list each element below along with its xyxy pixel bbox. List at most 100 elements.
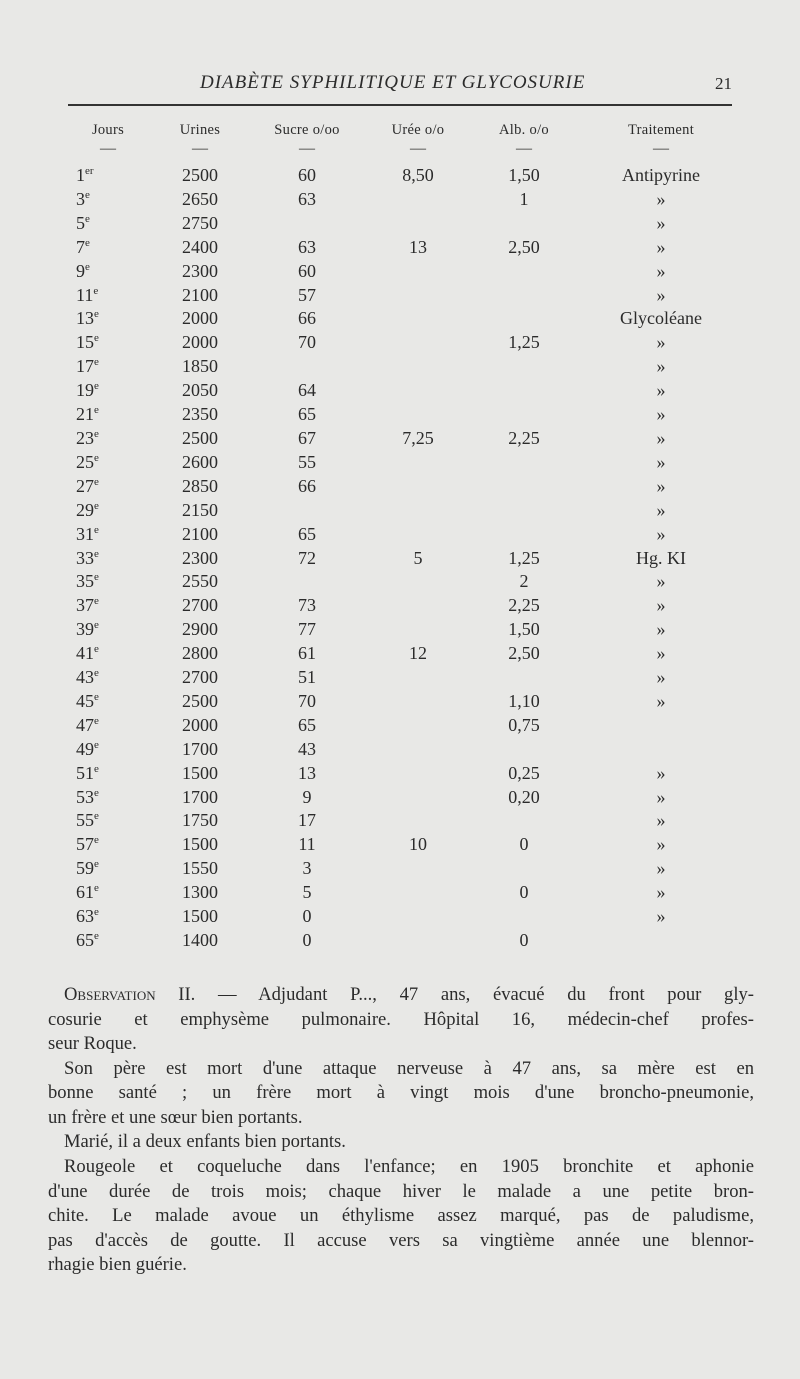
cell-urines: 1550 <box>182 858 218 879</box>
cell-jours: 63e <box>62 905 154 929</box>
cell-jours: 3e <box>62 188 154 212</box>
cell-jours: 53e <box>62 786 154 810</box>
day-number: 41 <box>76 643 94 664</box>
day-number: 13 <box>76 308 94 329</box>
cell-sucre: 70 <box>298 690 316 711</box>
cell-uree: 7,25 <box>402 427 434 448</box>
day-number: 27 <box>76 475 94 496</box>
table-row: 5e 2750 » <box>62 212 742 236</box>
cell-sucre: 66 <box>298 308 316 329</box>
day-ordinal: e <box>94 786 99 799</box>
cell-traitement: » <box>656 475 666 496</box>
cell-sucre: 51 <box>298 667 316 688</box>
cell-alb <box>468 379 580 403</box>
text-line-content: II. — Adjudant P..., 47 ans, évacué du f… <box>155 983 754 1005</box>
cell-traitement: » <box>656 356 666 377</box>
day-ordinal: e <box>94 690 99 703</box>
cell-alb: 2,50 <box>508 236 540 257</box>
cell-sucre <box>246 570 368 594</box>
cell-urines: 1300 <box>182 882 218 903</box>
table-row: 25e 2600 55 » <box>62 451 742 475</box>
cell-traitement: » <box>656 523 666 544</box>
cell-traitement <box>580 714 742 738</box>
cell-traitement: » <box>656 236 666 257</box>
table-row: 29e 2150 » <box>62 499 742 523</box>
cell-jours: 49e <box>62 738 154 762</box>
table-row: 11e 2100 57 » <box>62 284 742 308</box>
day-number: 43 <box>76 667 94 688</box>
day-ordinal: e <box>94 858 99 871</box>
cell-sucre: 60 <box>298 260 316 281</box>
cell-jours: 23e <box>62 427 154 451</box>
cell-jours: 9e <box>62 260 154 284</box>
cell-alb <box>468 475 580 499</box>
cell-jours: 35e <box>62 570 154 594</box>
day-ordinal: e <box>94 714 99 727</box>
day-number: 23 <box>76 427 94 448</box>
cell-traitement: » <box>656 619 666 640</box>
cell-traitement: » <box>656 595 666 616</box>
cell-traitement: » <box>656 643 666 664</box>
text-line: un frère et une sœur bien portants. <box>48 1106 303 1128</box>
day-number: 29 <box>76 499 94 520</box>
day-number: 31 <box>76 523 94 544</box>
cell-uree <box>368 786 468 810</box>
table-row: 31e 2100 65 » <box>62 523 742 547</box>
day-ordinal: e <box>94 762 99 775</box>
day-number: 33 <box>76 547 94 568</box>
cell-sucre: 55 <box>298 451 316 472</box>
cell-urines: 2500 <box>182 165 218 185</box>
cell-sucre: 67 <box>298 427 316 448</box>
table-row: 21e 2350 65 » <box>62 403 742 427</box>
table-row: 27e 2850 66 » <box>62 475 742 499</box>
cell-alb: 1,10 <box>508 690 540 711</box>
cell-uree <box>368 307 468 331</box>
cell-traitement: » <box>656 786 666 807</box>
paragraph: Rougeole et coqueluche dans l'enfance; e… <box>48 1155 754 1278</box>
cell-uree <box>368 260 468 284</box>
cell-alb: 2,25 <box>508 595 540 616</box>
cell-traitement: » <box>656 762 666 783</box>
observation-text: Observation II. — Adjudant P..., 47 ans,… <box>48 983 754 1278</box>
table-row: 65e 1400 0 0 <box>62 929 742 953</box>
day-ordinal: e <box>94 619 99 632</box>
cell-traitement: » <box>656 427 666 448</box>
cell-jours: 39e <box>62 618 154 642</box>
cell-traitement <box>580 929 742 953</box>
cell-urines: 1700 <box>182 786 218 807</box>
cell-alb <box>468 857 580 881</box>
cell-sucre <box>246 212 368 236</box>
cell-urines: 2650 <box>182 188 218 209</box>
cell-sucre: 57 <box>298 284 316 305</box>
cell-jours: 33e <box>62 547 154 571</box>
day-ordinal: e <box>94 834 99 847</box>
cell-traitement: Glycoléane <box>620 308 702 329</box>
table-row: 55e 1750 17 » <box>62 809 742 833</box>
cell-sucre: 17 <box>298 810 316 831</box>
table-row: 1er 2500 60 8,50 1,50 Antipyrine <box>62 164 742 188</box>
cell-uree: 12 <box>409 643 427 664</box>
day-ordinal: e <box>93 284 99 297</box>
cell-alb: 0 <box>519 882 529 903</box>
cell-uree <box>368 881 468 905</box>
cell-uree <box>368 594 468 618</box>
day-number: 21 <box>76 404 94 425</box>
table-row: 37e 2700 73 2,25 » <box>62 594 742 618</box>
table-row: 45e 2500 70 1,10 » <box>62 690 742 714</box>
table-row: 57e 1500 11 10 0 » <box>62 833 742 857</box>
cell-jours: 7e <box>62 236 154 260</box>
cell-jours: 45e <box>62 690 154 714</box>
cell-jours: 5e <box>62 212 154 236</box>
cell-sucre: 0 <box>302 906 312 927</box>
cell-jours: 47e <box>62 714 154 738</box>
cell-traitement: » <box>656 404 666 425</box>
cell-alb: 0 <box>519 834 529 855</box>
table-row: 63e 1500 0 » <box>62 905 742 929</box>
cell-traitement: » <box>656 571 666 592</box>
cell-uree <box>368 570 468 594</box>
cell-jours: 25e <box>62 451 154 475</box>
paragraph: Marié, il a deux enfants bien portants. <box>48 1130 754 1155</box>
cell-alb <box>468 905 580 929</box>
table-row: 15e 2000 70 1,25 » <box>62 331 742 355</box>
cell-sucre: 66 <box>298 475 316 496</box>
